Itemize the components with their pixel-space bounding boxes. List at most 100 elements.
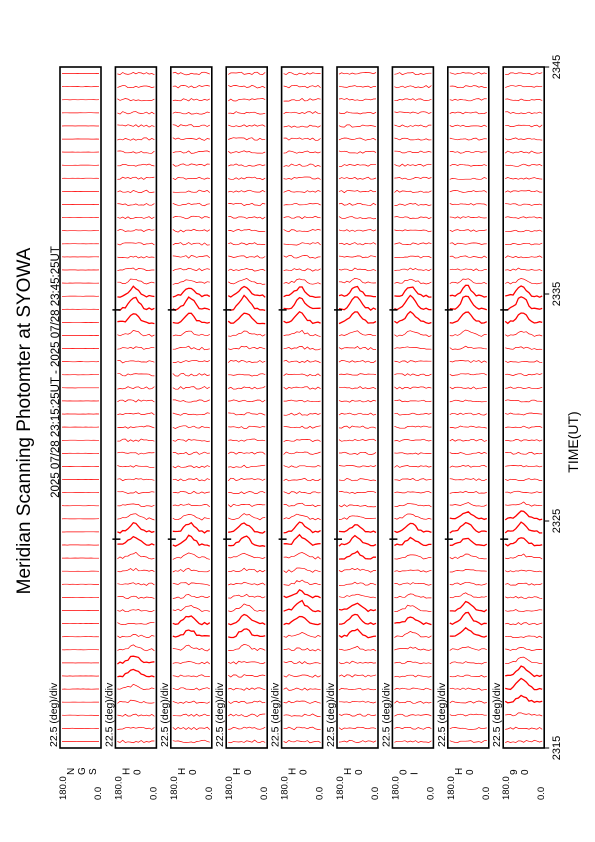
trace-line: [283, 647, 321, 652]
panel-scale-label: 22.5 (deg)/div: [380, 682, 392, 747]
trace-line: [172, 739, 210, 744]
trace-line: [338, 267, 377, 272]
trace-line: [394, 425, 432, 429]
trace-line: [228, 176, 266, 181]
trace-line: [394, 687, 432, 691]
trace-line: [394, 631, 432, 638]
trace-line: [117, 713, 155, 717]
trace-line: [505, 399, 543, 403]
trace-line: [117, 216, 155, 220]
trace-line: [228, 491, 266, 495]
panel-frame: [446, 66, 490, 749]
trace-line: [338, 478, 377, 482]
trace-line: [228, 242, 266, 246]
trace-line: [117, 255, 155, 259]
x-tick-label: 2315: [551, 736, 563, 760]
trace-line: [338, 360, 377, 363]
trace-line: [338, 202, 377, 206]
panel-channel-label: H: [343, 768, 354, 775]
trace-line: [117, 503, 155, 507]
trace-line: [505, 622, 543, 626]
trace-line: [449, 740, 487, 743]
trace-line: [449, 451, 487, 455]
trace-line: [505, 346, 543, 350]
trace-line: [505, 656, 543, 665]
trace-line: [504, 694, 543, 704]
trace-line: [117, 313, 155, 325]
trace-line: [449, 569, 487, 573]
rotated-text-group: Meridian Scanning Photomter at SYOWA 202…: [14, 55, 581, 800]
panel-frame: [502, 66, 546, 749]
trace-line: [283, 412, 321, 416]
trace-line: [227, 360, 266, 363]
trace-line: [505, 677, 543, 691]
trace-line: [227, 150, 266, 154]
trace-line: [505, 569, 543, 573]
trace-line: [505, 635, 543, 639]
trace-line: [449, 592, 487, 599]
trace-line: [505, 229, 543, 233]
trace-line: [338, 163, 377, 167]
trace-line: [449, 329, 487, 337]
trace-line: [283, 98, 321, 102]
trace-line: [172, 514, 210, 521]
trace-line: [172, 615, 211, 626]
trace-line: [117, 111, 155, 115]
trace-line: [338, 628, 377, 639]
trace-line: [172, 700, 210, 704]
trace-line: [172, 373, 210, 377]
trace-line: [394, 189, 432, 193]
trace-line: [228, 425, 266, 429]
trace-line: [338, 491, 377, 494]
trace-line: [172, 674, 210, 678]
trace-line: [283, 451, 321, 455]
trace-line: [117, 229, 155, 233]
panel-channel-label: 0: [398, 769, 409, 775]
trace-line: [394, 360, 432, 364]
trace-line: [228, 513, 266, 521]
trace-line: [228, 124, 266, 128]
trace-line: [338, 602, 377, 613]
trace-line: [227, 674, 266, 678]
trace-line: [449, 72, 487, 75]
trace-line: [449, 661, 487, 665]
trace-line: [117, 567, 155, 573]
panels-group: [59, 66, 546, 749]
trace-line: [172, 425, 210, 429]
trace-line: [504, 521, 543, 534]
trace-line: [227, 613, 266, 626]
trace-line: [228, 163, 266, 167]
trace-line: [338, 98, 377, 102]
trace-line: [117, 739, 155, 744]
trace-line: [228, 111, 266, 115]
trace-line: [505, 360, 543, 363]
panel-frame: [59, 66, 102, 749]
panel-scale-label: 22.5 (deg)/div: [214, 682, 226, 747]
panel-channel-label: H: [177, 768, 188, 775]
trace-line: [228, 687, 266, 691]
trace-line: [172, 503, 211, 508]
trace-line: [283, 465, 321, 468]
trace-line: [283, 124, 321, 128]
trace-line: [394, 72, 432, 76]
trace-line: [283, 189, 321, 193]
trace-line: [227, 285, 266, 298]
trace-line: [172, 330, 210, 337]
x-axis-label: TIME(UT): [565, 411, 581, 472]
trace-line: [228, 137, 266, 141]
panel-channel-label: H: [232, 768, 243, 775]
trace-line: [283, 726, 321, 731]
trace-line: [338, 189, 377, 194]
panel-ymin-label: 0.0: [425, 787, 436, 800]
trace-line: [338, 645, 377, 652]
trace-line: [117, 595, 155, 599]
panel-channel-label: 9: [509, 769, 520, 775]
trace-line: [172, 150, 210, 154]
trace-line: [394, 373, 432, 377]
trace-line: [394, 229, 432, 233]
panel-ymin-label: 0.0: [259, 787, 270, 800]
trace-line: [117, 699, 155, 704]
trace-line: [283, 278, 321, 285]
trace-line: [172, 644, 211, 652]
trace-line: [505, 124, 543, 128]
